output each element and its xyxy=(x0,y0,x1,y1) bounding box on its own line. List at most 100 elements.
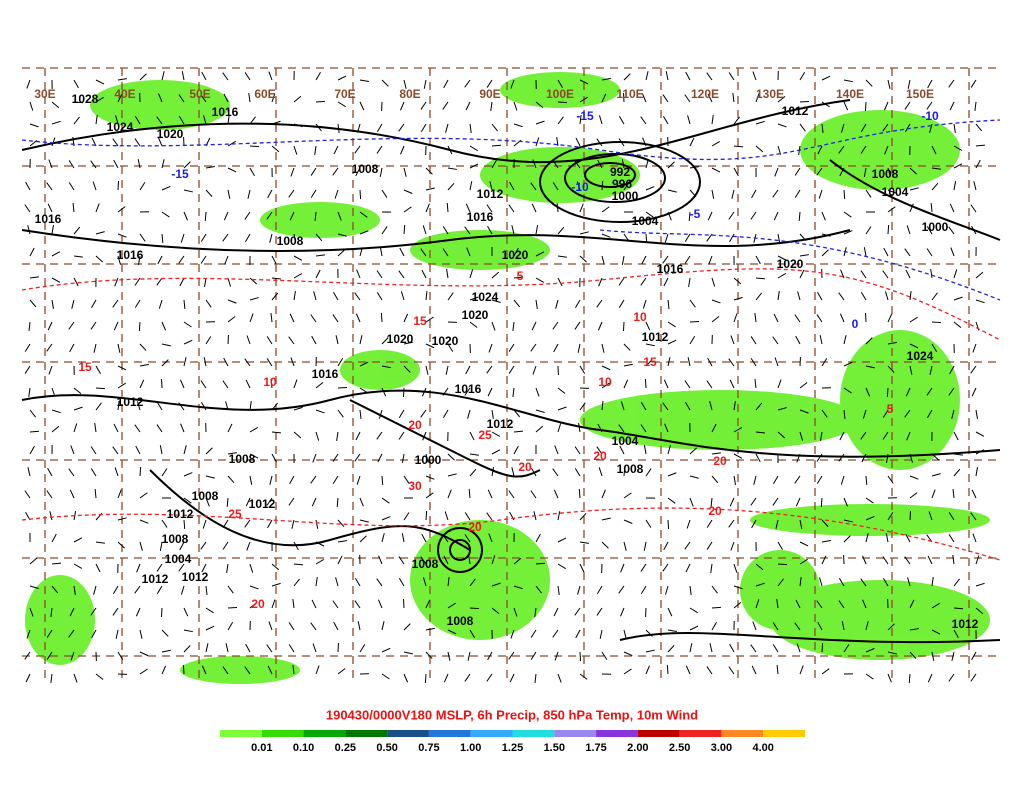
wind-barb xyxy=(96,388,105,389)
isobar-label: 1008 xyxy=(277,234,304,248)
isobar-label: 1016 xyxy=(117,248,144,262)
temperature-label: 10 xyxy=(633,310,647,324)
wind-barb xyxy=(645,379,646,388)
temperature-label: -10 xyxy=(571,180,589,194)
isobar-label: 1024 xyxy=(907,349,934,363)
temperature-label: -5 xyxy=(690,207,701,221)
isobar-label: 1012 xyxy=(182,570,209,584)
colorbar-label: 0.50 xyxy=(376,742,397,754)
temperature-label: 20 xyxy=(251,597,265,611)
isobar-label: 1028 xyxy=(72,92,99,106)
wind-barb xyxy=(360,190,361,199)
temperature-label: -15 xyxy=(171,167,189,181)
wind-barb xyxy=(821,498,822,507)
colorbar-swatch xyxy=(304,730,346,737)
isobar-label: 1008 xyxy=(162,532,189,546)
temperature-label: 20 xyxy=(468,520,482,534)
temperature-label: 15 xyxy=(78,360,92,374)
longitude-label: 120E xyxy=(691,87,719,101)
isobar-label: 1008 xyxy=(352,162,379,176)
temperature-label: -10 xyxy=(921,109,939,123)
colorbar-label: 2.00 xyxy=(627,742,648,754)
temperature-label: 25 xyxy=(228,507,242,521)
temperature-label: 25 xyxy=(478,428,492,442)
isobar-label: 1000 xyxy=(922,220,949,234)
isobar-label: 1004 xyxy=(165,552,192,566)
wind-barb xyxy=(580,652,581,661)
temperature-label: 20 xyxy=(708,504,722,518)
isobar-label: 1012 xyxy=(642,330,669,344)
wind-barb xyxy=(844,190,845,199)
colorbar-label: 1.25 xyxy=(502,742,523,754)
temperature-label: 15 xyxy=(413,314,427,328)
temperature-label: 5 xyxy=(887,402,894,416)
longitude-label: 30E xyxy=(34,87,55,101)
wind-barb xyxy=(403,388,404,397)
isobar-label: 1016 xyxy=(657,262,684,276)
isobar-label: 1012 xyxy=(117,395,144,409)
wind-barb xyxy=(183,665,184,674)
colorbar-swatch xyxy=(262,730,304,737)
temperature-label: 20 xyxy=(593,449,607,463)
wind-barb xyxy=(470,608,479,609)
wind-barb xyxy=(139,322,140,331)
wind-barb xyxy=(778,564,787,565)
wind-barb xyxy=(623,322,624,331)
colorbar-label: 1.75 xyxy=(585,742,606,754)
isobar-label: 1004 xyxy=(882,185,909,199)
longitude-label: 40E xyxy=(114,87,135,101)
colorbar-label: 2.50 xyxy=(669,742,690,754)
colorbar-swatch xyxy=(680,730,722,737)
colorbar-swatch xyxy=(513,730,555,737)
colorbar-swatch xyxy=(471,730,513,737)
longitude-label: 140E xyxy=(836,87,864,101)
longitude-label: 130E xyxy=(756,87,784,101)
wind-barb xyxy=(887,388,888,397)
wind-barb xyxy=(205,212,206,221)
colorbar-swatch xyxy=(345,730,387,737)
temperature-label: 30 xyxy=(408,479,422,493)
isobar-label: 1020 xyxy=(462,308,489,322)
wind-barb xyxy=(667,665,668,674)
temperature-label: 20 xyxy=(408,418,422,432)
colorbar-label: 0.01 xyxy=(251,742,272,754)
longitude-label: 110E xyxy=(616,87,643,101)
longitude-label: 50E xyxy=(189,87,210,101)
wind-barb xyxy=(865,102,866,111)
isobar-label: 1020 xyxy=(777,257,804,271)
longitude-label: 100E xyxy=(546,87,574,101)
temperature-label: 15 xyxy=(643,355,657,369)
isobar-label: 1020 xyxy=(432,334,459,348)
isobar-label: 1016 xyxy=(467,210,494,224)
colorbar-swatch xyxy=(596,730,638,737)
wind-barb xyxy=(910,511,911,520)
temperature-label: 5 xyxy=(517,269,524,283)
isobar-label: 1008 xyxy=(229,452,256,466)
colorbar-label: 1.00 xyxy=(460,742,481,754)
wind-barb xyxy=(140,467,141,476)
temperature-label: 10 xyxy=(598,375,612,389)
colorbar-label: 0.10 xyxy=(293,742,314,754)
wind-barb xyxy=(668,520,669,529)
isobar-label: 1008 xyxy=(872,167,899,181)
isobar-label: 1024 xyxy=(107,120,134,134)
wind-barb xyxy=(382,476,383,485)
isobar-label: 1020 xyxy=(157,127,184,141)
isobar-label: 1012 xyxy=(249,497,276,511)
colorbar-swatch xyxy=(554,730,596,737)
wind-barb xyxy=(712,607,721,608)
colorbar-label: 4.00 xyxy=(753,742,774,754)
longitude-label: 90E xyxy=(479,87,500,101)
isobar-label: 1000 xyxy=(415,453,442,467)
wind-barb xyxy=(250,146,259,147)
colorbar-label: 0.75 xyxy=(418,742,439,754)
colorbar-swatch xyxy=(220,730,262,737)
isobar-label: 1016 xyxy=(455,382,482,396)
wind-barb xyxy=(425,674,426,683)
isobar-label: 1012 xyxy=(167,507,194,521)
temperature-label: 20 xyxy=(518,460,532,474)
isobar-label: 1012 xyxy=(952,617,979,631)
wind-barb xyxy=(888,225,889,234)
wind-barb xyxy=(822,643,823,652)
isobar-label: 1008 xyxy=(412,557,439,571)
